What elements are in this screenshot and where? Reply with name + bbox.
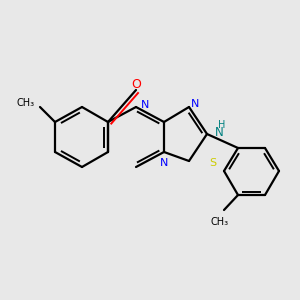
Text: CH₃: CH₃ (17, 98, 35, 108)
Text: N: N (191, 99, 200, 109)
Text: N: N (160, 158, 168, 168)
Text: CH₃: CH₃ (211, 217, 229, 227)
Text: O: O (131, 79, 141, 92)
Text: N: N (214, 125, 224, 139)
Text: S: S (209, 158, 216, 168)
Text: H: H (218, 120, 226, 130)
Text: N: N (141, 100, 149, 110)
